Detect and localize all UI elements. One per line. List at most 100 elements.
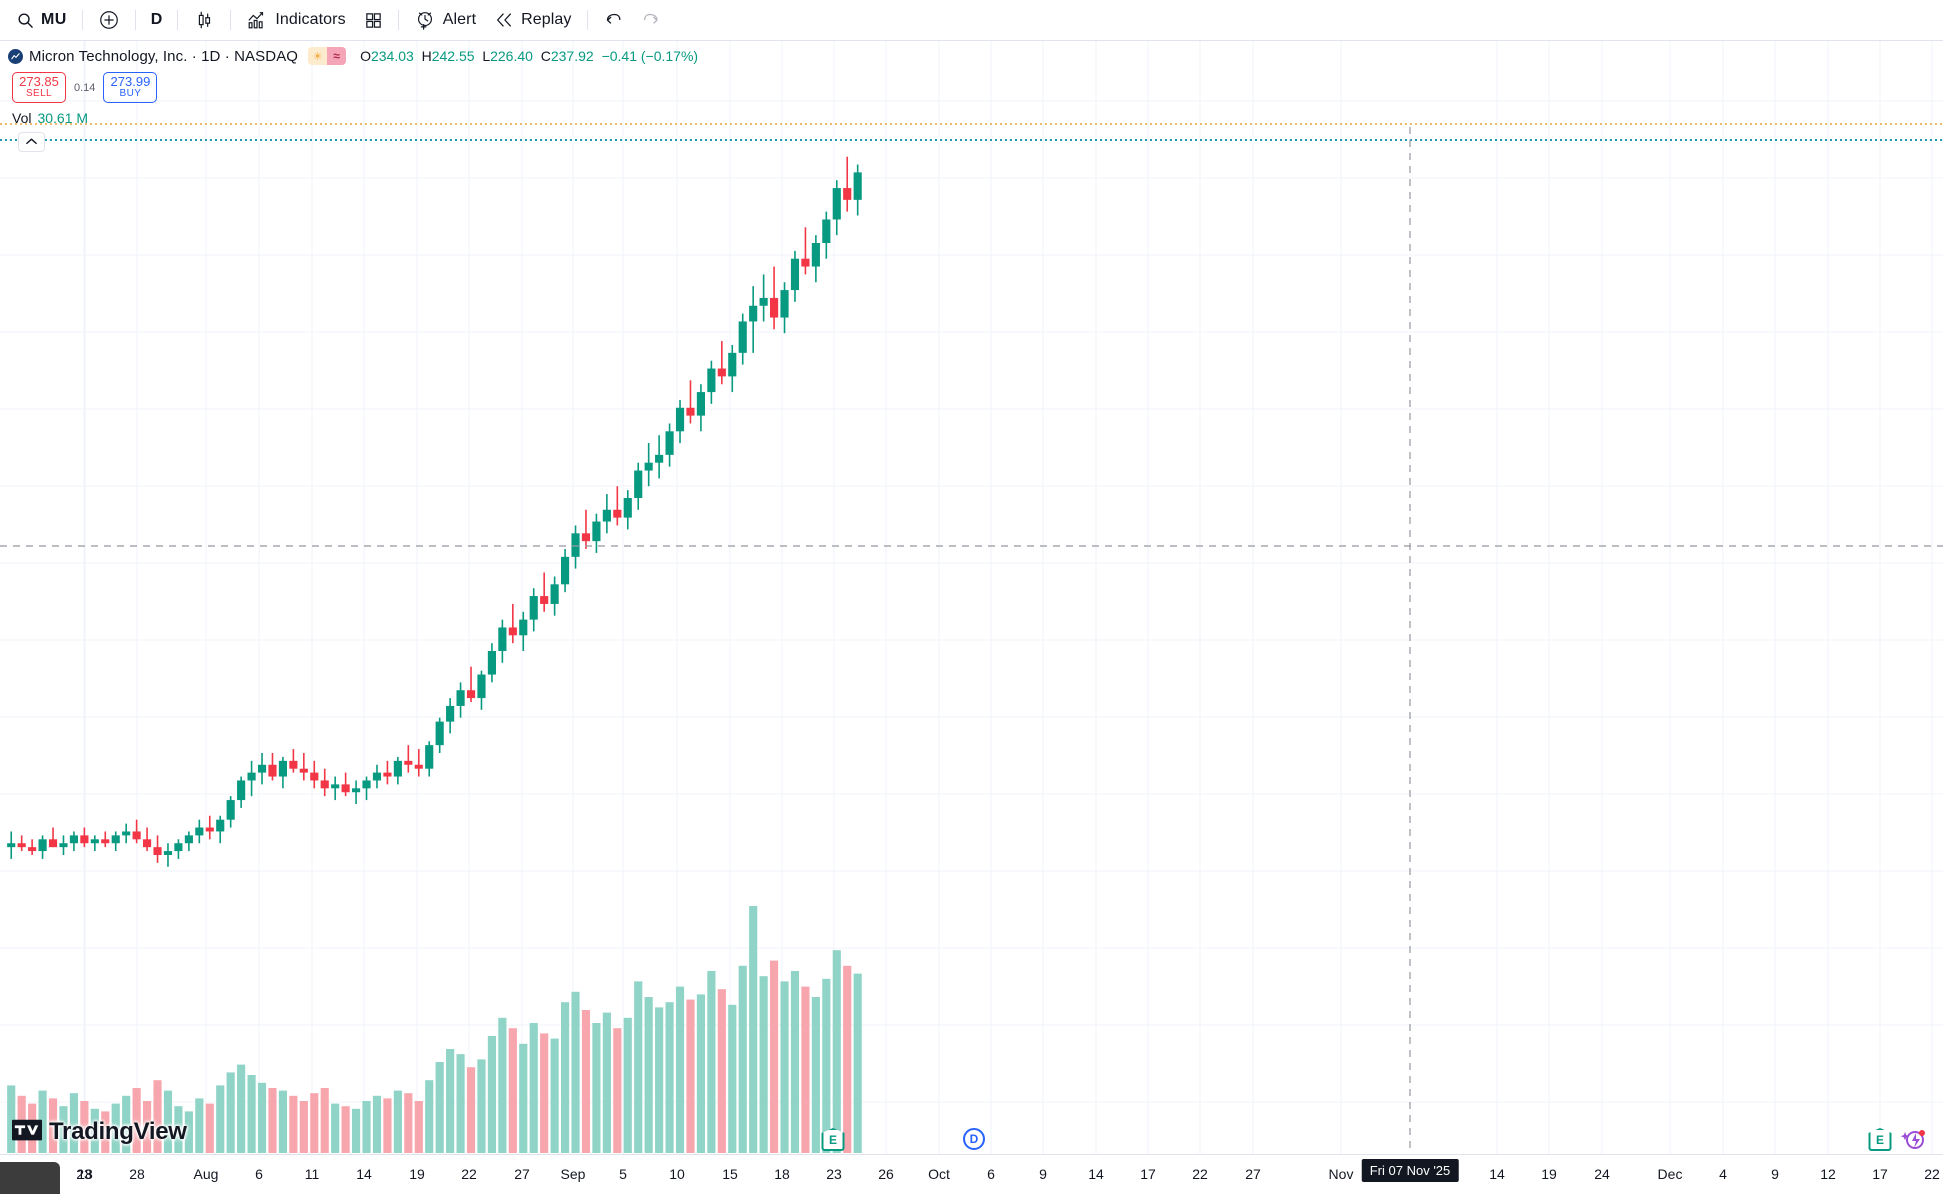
toolbar-divider-6 — [586, 10, 588, 30]
time-axis-tick: 19 — [1541, 1166, 1557, 1182]
legend-title-row: Micron Technology, Inc. · 1D · NASDAQ ☀ … — [8, 45, 698, 67]
buy-label: BUY — [119, 88, 142, 100]
replay-button[interactable]: Replay — [485, 5, 580, 35]
replay-rewind-icon — [494, 10, 514, 30]
chart-legend: Micron Technology, Inc. · 1D · NASDAQ ☀ … — [8, 41, 698, 152]
time-axis-tick: 23 — [826, 1166, 842, 1182]
alarm-clock-plus-icon — [414, 9, 436, 31]
time-axis-tick: 9 — [1039, 1166, 1047, 1182]
volume-legend-row: Vol 30.61 M — [12, 110, 698, 126]
time-axis-tick: 6 — [987, 1166, 995, 1182]
undo-arrow-icon — [603, 10, 623, 30]
ohlc-low-value: 226.40 — [490, 48, 533, 64]
candlestick-series — [7, 156, 862, 1153]
time-axis-tick: 19 — [409, 1166, 425, 1182]
time-axis-tick: 6 — [255, 1166, 263, 1182]
time-axis-tick: 22 — [461, 1166, 477, 1182]
time-axis-tick: 4 — [1719, 1166, 1727, 1182]
time-axis-tick: 17 — [1140, 1166, 1156, 1182]
seasonality-sun-icon[interactable]: ☀ — [308, 47, 328, 65]
chart-grid — [0, 41, 1943, 1154]
time-axis-tick: Dec — [1657, 1166, 1683, 1182]
candlestick-icon — [193, 9, 215, 31]
volume-label[interactable]: Vol — [12, 110, 32, 126]
sparkle-lightning-icon — [1900, 1128, 1926, 1152]
correlation-wave-icon[interactable]: ≈ — [327, 47, 347, 65]
chart-overlay-lines — [0, 123, 1943, 1154]
time-axis-tick: Aug — [193, 1166, 219, 1182]
time-axis-tick: 18 — [774, 1166, 790, 1182]
sell-button[interactable]: 273.85 SELL — [12, 72, 66, 103]
symbol-search-button[interactable]: MU — [8, 5, 76, 35]
time-axis-tick: 22 — [1924, 1166, 1940, 1182]
time-axis-tick: 17 — [1872, 1166, 1888, 1182]
grid-layout-icon — [364, 11, 383, 30]
toolbar-divider-2 — [134, 10, 136, 30]
ai-insight-marker[interactable] — [1900, 1128, 1926, 1152]
symbol-title[interactable]: Micron Technology, Inc. · 1D · NASDAQ — [29, 47, 299, 65]
chevron-up-icon — [25, 133, 38, 151]
time-axis-tick: 5 — [619, 1166, 627, 1182]
alert-button[interactable]: Alert — [405, 5, 485, 35]
crosshair-date-label: Fri 07 Nov '25 — [1361, 1159, 1459, 1182]
collapse-pane-button[interactable] — [18, 132, 45, 152]
time-axis-tick: Sep — [560, 1166, 586, 1182]
time-axis-tick: 10 — [669, 1166, 685, 1182]
time-axis-tick: 26 — [878, 1166, 894, 1182]
ohlc-open-key: O — [360, 48, 371, 64]
time-axis-tick: Nov — [1328, 1166, 1354, 1182]
interval-label: D — [150, 11, 163, 28]
interval-button[interactable]: D — [142, 5, 172, 35]
time-axis-tick: 14 — [1088, 1166, 1104, 1182]
chart-type-button[interactable] — [184, 5, 224, 35]
ohlc-values: O234.03 H242.55 L226.40 C237.92 −0.41 (−… — [360, 48, 698, 64]
spread-value: 0.14 — [74, 81, 96, 94]
time-axis[interactable]: 18 23 28 Aug 6 11 14 19 22 27 Sep 5 10 15 18 23 26 Oct 6 9 1… — [0, 1154, 1943, 1194]
time-axis-tick: 24 — [1594, 1166, 1610, 1182]
toolbar-divider-5 — [397, 10, 399, 30]
time-axis-tick: 27 — [514, 1166, 530, 1182]
time-axis-tick: 27 — [1245, 1166, 1261, 1182]
time-axis-tick: 9 — [1771, 1166, 1779, 1182]
ohlc-close-key: C — [540, 48, 551, 64]
ohlc-change: −0.41 (−0.17%) — [601, 48, 699, 64]
ohlc-high-key: H — [421, 48, 432, 64]
time-axis-tick: 11 — [304, 1166, 320, 1182]
indicators-button[interactable]: Indicators — [237, 5, 354, 35]
search-icon — [17, 12, 34, 29]
time-axis-tick: Oct — [928, 1166, 950, 1182]
layout-button[interactable] — [355, 5, 392, 35]
undo-button[interactable] — [594, 5, 632, 35]
volume-value: 30.61 M — [37, 110, 89, 126]
buy-button[interactable]: 273.99 BUY — [103, 72, 158, 103]
symbol-label: MU — [41, 11, 67, 28]
dividend-marker[interactable]: D — [963, 1128, 985, 1150]
time-axis-tick: 14 — [1489, 1166, 1505, 1182]
alert-label: Alert — [442, 11, 477, 28]
add-symbol-button[interactable] — [89, 5, 129, 35]
earnings-badge-icon: E — [1868, 1128, 1892, 1151]
earnings-marker[interactable]: E — [1868, 1128, 1892, 1151]
chart-canvas[interactable]: Micron Technology, Inc. · 1D · NASDAQ ☀ … — [0, 41, 1943, 1194]
time-axis-tick: 12 — [1820, 1166, 1836, 1182]
toolbar-divider-4 — [230, 10, 232, 30]
buy-price: 273.99 — [110, 74, 151, 90]
ohlc-close-value: 237.92 — [550, 48, 594, 64]
earnings-marker[interactable]: E — [821, 1128, 845, 1151]
ohlc-low-key: L — [482, 48, 491, 64]
indicators-icon — [246, 9, 268, 31]
trade-buttons-row: 273.85 SELL 0.14 273.99 BUY — [12, 72, 698, 103]
redo-button[interactable] — [632, 5, 670, 35]
replay-label: Replay — [521, 11, 572, 28]
earnings-badge-icon: E — [821, 1128, 845, 1151]
time-axis-tick: 14 — [356, 1166, 372, 1182]
ohlc-high-value: 242.55 — [431, 48, 475, 64]
time-axis-tick: 15 — [722, 1166, 738, 1182]
ime-status-chip — [0, 1162, 60, 1194]
dividend-badge-icon: D — [963, 1128, 985, 1150]
top-toolbar: MU D Indicato — [0, 0, 1943, 41]
micron-logo-icon — [8, 48, 23, 64]
time-axis-tick: 18 — [77, 1166, 93, 1182]
time-axis-tick: 23 — [76, 1166, 92, 1182]
ohlc-open-value: 234.03 — [370, 48, 414, 64]
